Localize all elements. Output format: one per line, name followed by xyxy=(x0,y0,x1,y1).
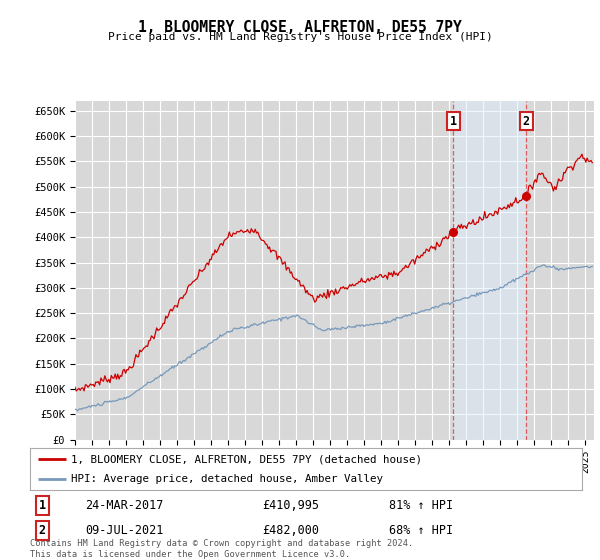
Text: Contains HM Land Registry data © Crown copyright and database right 2024.
This d: Contains HM Land Registry data © Crown c… xyxy=(30,539,413,559)
Text: 68% ↑ HPI: 68% ↑ HPI xyxy=(389,524,453,537)
Text: 2: 2 xyxy=(523,115,530,128)
Text: 2: 2 xyxy=(38,524,46,537)
Text: HPI: Average price, detached house, Amber Valley: HPI: Average price, detached house, Ambe… xyxy=(71,474,383,484)
Text: 1, BLOOMERY CLOSE, ALFRETON, DE55 7PY (detached house): 1, BLOOMERY CLOSE, ALFRETON, DE55 7PY (d… xyxy=(71,454,422,464)
Bar xyxy=(453,101,526,440)
Text: 24-MAR-2017: 24-MAR-2017 xyxy=(85,499,164,512)
Text: 81% ↑ HPI: 81% ↑ HPI xyxy=(389,499,453,512)
Text: £482,000: £482,000 xyxy=(262,524,319,537)
Text: £410,995: £410,995 xyxy=(262,499,319,512)
Text: Price paid vs. HM Land Registry's House Price Index (HPI): Price paid vs. HM Land Registry's House … xyxy=(107,32,493,43)
Text: 1: 1 xyxy=(450,115,457,128)
Text: 1, BLOOMERY CLOSE, ALFRETON, DE55 7PY: 1, BLOOMERY CLOSE, ALFRETON, DE55 7PY xyxy=(138,20,462,35)
Text: 09-JUL-2021: 09-JUL-2021 xyxy=(85,524,164,537)
Text: 1: 1 xyxy=(38,499,46,512)
